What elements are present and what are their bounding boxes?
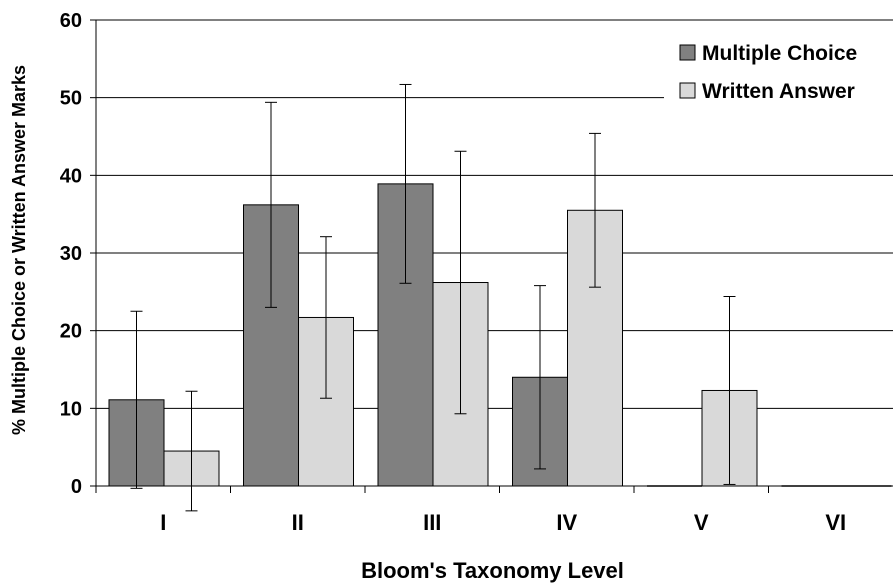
- x-axis-title: Bloom's Taxonomy Level: [361, 558, 624, 583]
- y-tick-label: 40: [60, 165, 82, 187]
- y-tick-label: 10: [60, 398, 82, 420]
- legend-swatch: [679, 82, 696, 99]
- y-tick-label: 50: [60, 88, 82, 110]
- x-tick-label: VI: [825, 510, 846, 535]
- x-tick-label: V: [694, 510, 709, 535]
- legend-label: Multiple Choice: [702, 42, 857, 65]
- legend-label: Written Answer: [702, 80, 855, 103]
- x-tick-label: I: [160, 510, 166, 535]
- error-bars: [130, 83, 736, 512]
- x-tick-label: III: [423, 510, 441, 535]
- y-tick-label: 60: [60, 10, 82, 32]
- legend-swatch: [679, 44, 696, 61]
- legend-background: [664, 33, 893, 109]
- x-tick-label: II: [292, 510, 304, 535]
- x-tick-label: IV: [556, 510, 577, 535]
- y-tick-label: 30: [60, 243, 82, 265]
- axes: [90, 19, 893, 493]
- legend: Multiple Choice Written Answer: [664, 33, 893, 109]
- y-tick-label: 0: [71, 476, 82, 498]
- bars: [108, 183, 892, 487]
- y-tick-label: 20: [60, 321, 82, 343]
- y-axis-title: % Multiple Choice or Written Answer Mark…: [9, 65, 29, 435]
- gridlines: [96, 19, 893, 409]
